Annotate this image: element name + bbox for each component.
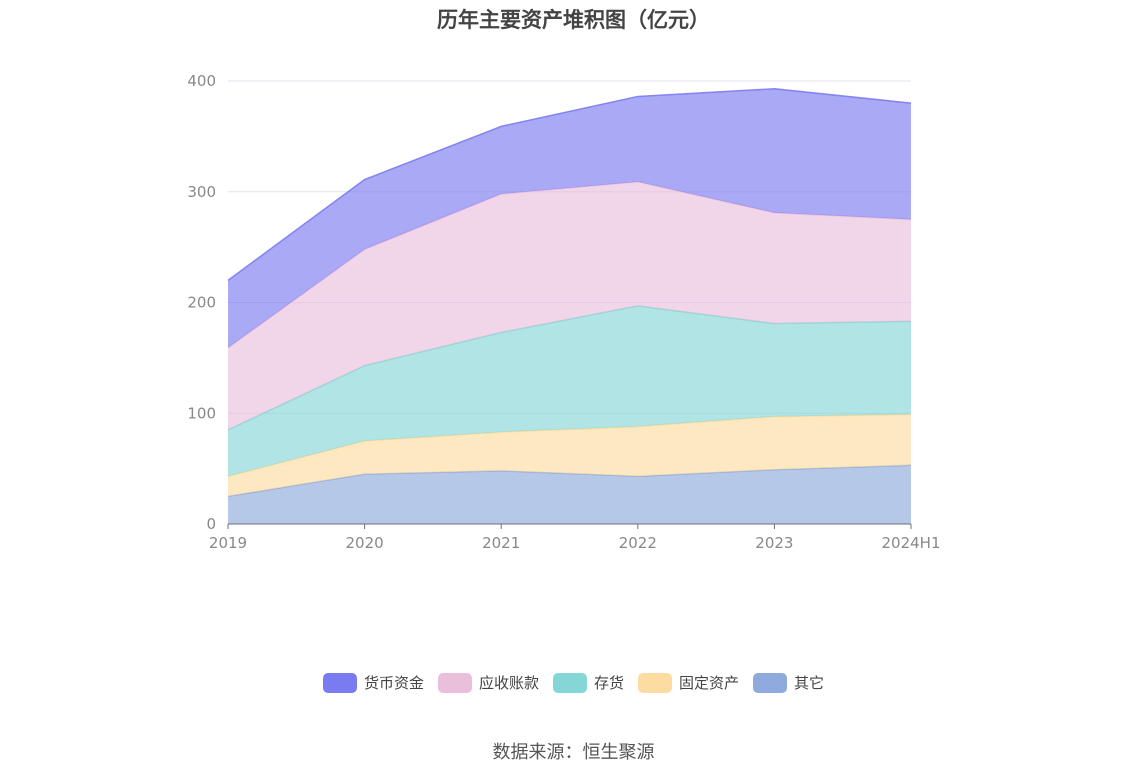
line-series-1 <box>227 413 912 478</box>
y-tick-label: 200 <box>187 294 216 312</box>
data-source: 数据来源：恒生聚源 <box>492 742 655 763</box>
x-tick-label: 2020 <box>346 534 384 552</box>
line-series-0 <box>227 464 912 498</box>
legend-swatch-receivables <box>437 672 472 693</box>
y-tick-label: 100 <box>187 404 216 422</box>
y-tick-label: 400 <box>187 72 216 90</box>
legend-swatch-fixed-assets <box>638 672 672 693</box>
x-tick-label: 2022 <box>619 534 657 552</box>
chart-title: 历年主要资产堆积图（亿元） <box>437 8 710 32</box>
legend-item-other[interactable]: 其它 <box>753 672 824 693</box>
x-tick-label: 2021 <box>482 534 520 552</box>
legend-item-fixed-assets[interactable]: 固定资产 <box>638 672 739 693</box>
legend-label-inventory: 存货 <box>593 674 624 692</box>
area-series-4 <box>228 88 911 348</box>
chart-legend: 货币资金 应收账款 存货 固定资产 其它 <box>0 672 1147 693</box>
area-series-2 <box>228 305 911 477</box>
x-tick-label: 2024H1 <box>882 534 941 552</box>
legend-item-inventory[interactable]: 存货 <box>552 672 624 693</box>
x-tick-label: 2023 <box>755 534 793 552</box>
area-series-0 <box>228 465 911 524</box>
legend-label-receivables: 应收账款 <box>478 674 539 692</box>
legend-swatch-cash <box>322 672 357 693</box>
y-tick-label: 300 <box>187 183 216 201</box>
y-tick-label: 0 <box>206 515 216 533</box>
area-series-1 <box>228 414 911 497</box>
x-tick-label: 2019 <box>209 534 247 552</box>
area-series-3 <box>228 181 911 430</box>
legend-swatch-inventory <box>552 672 587 693</box>
legend-label-cash: 货币资金 <box>363 674 424 692</box>
stacked-area-chart: 0 100 200 300 400 2019 2020 2021 2022 2023 2024H1 <box>187 72 941 552</box>
legend-swatch-other <box>753 672 788 693</box>
line-series-4 <box>227 88 912 281</box>
legend-label-fixed-assets: 固定资产 <box>679 674 740 692</box>
legend-item-cash[interactable]: 货币资金 <box>322 672 424 693</box>
legend-label-other: 其它 <box>794 674 825 692</box>
legend-item-receivables[interactable]: 应收账款 <box>437 672 539 693</box>
